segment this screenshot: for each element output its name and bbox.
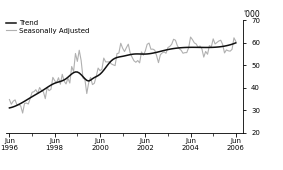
Legend: Trend, Seasonally Adjusted: Trend, Seasonally Adjusted [6, 20, 89, 34]
Text: '000: '000 [243, 10, 260, 19]
